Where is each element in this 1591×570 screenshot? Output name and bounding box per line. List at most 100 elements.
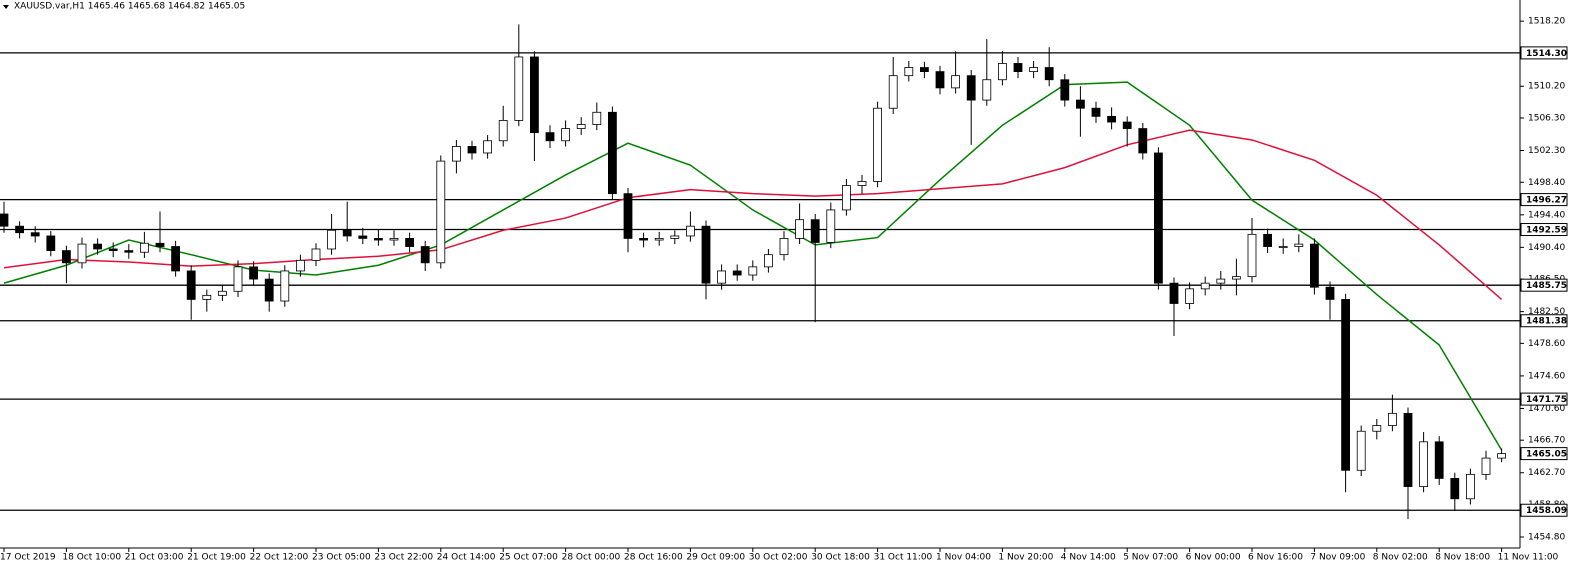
x-tick-label: 30 Oct 02:00 [749,553,808,563]
candle-body [982,79,992,101]
candle-body [1044,67,1054,81]
x-tick-label: 22 Oct 12:00 [250,553,309,563]
candle-body [701,225,711,284]
price-label: 1492.59 [1526,226,1567,236]
candle-body [639,238,648,241]
candle-body [530,56,539,134]
candle-body [30,232,40,237]
x-tick-label: 25 Oct 07:00 [499,553,558,563]
candle-body [373,238,383,241]
candle-body [608,111,617,195]
candle-body [1419,441,1428,487]
candle-body [1481,457,1491,475]
candle-body [1263,233,1272,247]
candle-body [342,229,352,237]
candle-body [280,270,290,302]
candle-body [1403,412,1413,487]
price-label-box [1520,193,1568,207]
candle-body [171,246,181,272]
candle-body [202,294,212,300]
candle-body [1091,107,1101,117]
candle-body [935,71,945,89]
candle-body [483,140,493,154]
candle-body [1388,412,1397,426]
candle-body [467,146,477,154]
candle-body [1310,243,1319,288]
candle-body [1107,115,1116,123]
x-tick-label: 21 Oct 03:00 [125,553,184,563]
candle-body [654,238,664,241]
candle-body [810,219,820,243]
candle-body [764,254,773,268]
candle-body [1278,246,1288,248]
x-tick-label: 17 Oct 2019 [0,553,56,563]
candle-body [920,67,929,73]
menu-arrow [3,5,9,9]
candle-body [1247,233,1257,278]
x-tick-label: 1 Nov 20:00 [998,553,1053,563]
candle-body [108,248,118,252]
chart-title: XAUUSD.var,H1 1465.46 1465.68 1464.82 14… [14,2,245,12]
candle-body [139,242,149,253]
price-label-box [1520,503,1568,517]
candle-body [1138,128,1148,154]
y-tick-label: 1510.20 [1528,82,1565,92]
candle-body [1294,243,1304,247]
x-tick-label: 21 Oct 19:00 [187,553,246,563]
candle-body [311,248,321,261]
x-tick-label: 30 Oct 18:00 [811,553,870,563]
candle-body [670,235,680,239]
y-tick-label: 1506.30 [1528,113,1565,123]
y-tick-label: 1498.40 [1528,178,1565,188]
candle-body [888,75,898,109]
candle-body [1341,299,1350,471]
y-tick-label: 1462.70 [1528,468,1565,478]
candle-body [15,225,25,234]
y-tick-label: 1454.80 [1528,533,1565,543]
candle-body [545,132,555,142]
candle-body [951,75,960,89]
candle-body [842,185,851,211]
x-tick-label: 7 Nov 09:00 [1310,553,1365,563]
candle-body [1076,99,1085,109]
candle-body [62,250,71,264]
candle-body [93,243,102,250]
candle-body [46,235,56,252]
candle-body [186,270,196,300]
candle-body [1497,453,1506,459]
candle-body [264,278,274,302]
x-tick-label: 28 Oct 00:00 [562,553,621,563]
candle-body [1122,121,1132,129]
candle-body [732,270,742,276]
y-tick-label: 1502.30 [1528,146,1565,156]
x-tick-label: 11 Nov 11:00 [1498,553,1559,563]
candle-body [1185,288,1194,304]
candle-body [1169,282,1179,304]
x-tick-label: 1 Nov 04:00 [936,553,991,563]
candle-body [155,242,165,247]
price-label-box [1520,223,1568,237]
candle-body [1356,430,1366,471]
candle-body [592,111,602,125]
price-label: 1485.75 [1526,281,1567,291]
candle-body [1450,478,1460,500]
x-tick-label: 6 Nov 00:00 [1186,553,1241,563]
price-label-box [1520,46,1568,60]
candle-body [857,181,867,186]
candle-body [717,270,726,284]
candle-body [1216,278,1226,284]
candle-body [1060,79,1070,101]
plot-area [0,24,1520,520]
candle-body [327,229,337,250]
price-label: 1514.30 [1526,49,1567,59]
y-tick-label: 1478.60 [1528,339,1565,349]
x-tick-label: 23 Oct 22:00 [374,553,433,563]
candle-body [748,266,758,276]
x-tick-label: 4 Nov 14:00 [1061,553,1116,563]
candle-body [1434,441,1444,479]
price-label-box [1520,278,1568,292]
candle-body [358,235,368,239]
x-tick-label: 31 Oct 11:00 [874,553,933,563]
candle-body [436,160,446,264]
